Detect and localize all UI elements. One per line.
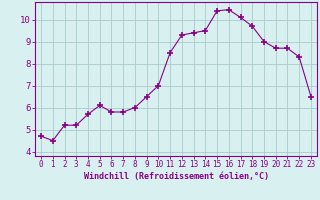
X-axis label: Windchill (Refroidissement éolien,°C): Windchill (Refroidissement éolien,°C) bbox=[84, 172, 268, 181]
